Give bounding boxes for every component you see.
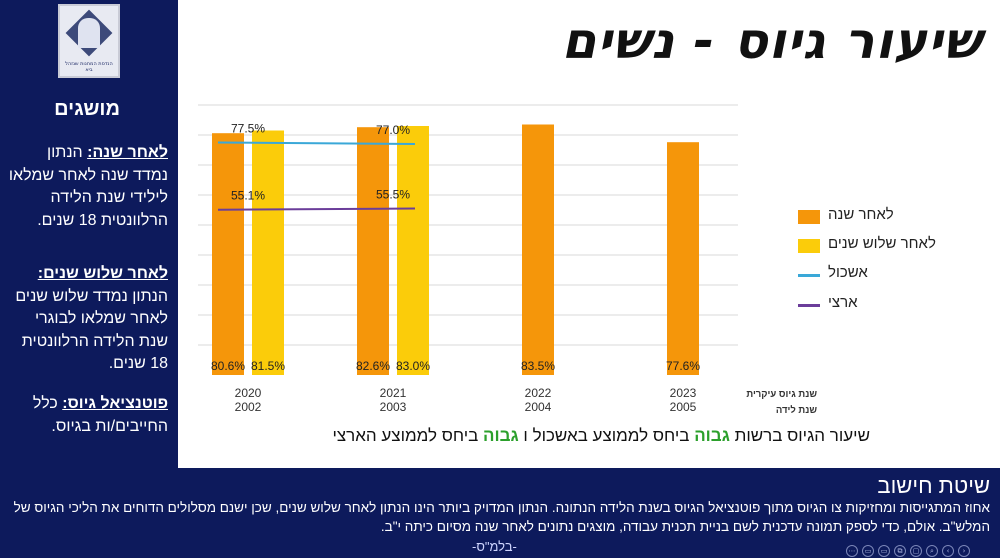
x-axis-caption: שנת גיוס עיקרית שנת לידה	[733, 387, 817, 419]
bar-after-one-year	[357, 127, 389, 375]
legend-swatch	[798, 239, 820, 253]
x-axis-caption-line1: שנת גיוס עיקרית	[746, 389, 817, 400]
footer-title: שיטת חישוב	[877, 473, 990, 498]
summary-text-2: ביחס לממוצע באשכול ו	[518, 426, 695, 445]
x-tick-year: 2023	[670, 386, 697, 400]
data-label-national: 55.1%	[231, 189, 265, 203]
data-label-national: 55.5%	[376, 188, 410, 202]
footer-text: אחוז המתגייסות ומחזיקות צו הגיוס מתוך פו…	[13, 500, 990, 534]
chart-data-labels: 80.6% 81.5% 82.6% 83.0% 83.5% 77.6% 77.5% 77.0%…	[211, 122, 700, 374]
chart-lines	[217, 141, 416, 211]
sidebar-title: מושגים	[54, 98, 120, 120]
summary-text-3: ביחס לממוצע הארצי	[332, 426, 484, 445]
data-label-after-one-year: 77.6%	[666, 359, 700, 373]
data-label-after-three-years: 83.0%	[396, 359, 430, 373]
legend-label: לאחר שנה	[828, 206, 894, 223]
data-label-cluster: 77.0%	[376, 123, 410, 137]
logo-figure-shape	[78, 18, 100, 48]
legend-swatch	[798, 210, 820, 224]
definition-after-one-year: לאחר שנה: הנתון נמדד שנה לאחר שמלאו לילי…	[8, 142, 168, 232]
x-tick-birth-year: 2004	[525, 400, 552, 414]
legend-item-cluster: אשכול	[798, 263, 988, 287]
data-label-cluster: 77.5%	[231, 122, 265, 136]
legend-line	[798, 274, 820, 277]
sidebar: הנדסת המחנות שנזהל ביא מושגים לאחר שנה: …	[0, 0, 178, 468]
data-label-after-one-year: 80.6%	[211, 359, 245, 373]
legend-line	[798, 304, 820, 307]
subtitles-icon[interactable]: ▭	[862, 545, 874, 557]
slideshow-toolbar: ⋯ ▭ ▭ ⧉ ▢ ⌕ ‹ ›	[846, 545, 970, 557]
definition-after-three-years: לאחר שלוש שנים: הנתון נמדד שלוש שנים לאח…	[8, 263, 168, 376]
summary-highlight-2: גבוה	[483, 426, 519, 445]
legend-label: אשכול	[828, 264, 868, 281]
enlistment-rate-chart: 80.6% 81.5% 82.6% 83.0% 83.5% 77.6% 77.5% 77.0%…	[198, 104, 738, 414]
legend-label: לאחר שלוש שנים	[828, 235, 936, 252]
grid-view-icon[interactable]: ⧉	[894, 545, 906, 557]
definition-text: הנתון נמדד שלוש שנים לאחר שמלאו לבוגרי ש…	[15, 287, 168, 373]
previous-slide-icon[interactable]: ‹	[942, 545, 954, 557]
legend-item-after-three-years: לאחר שלוש שנים	[798, 234, 988, 258]
municipality-logo: הנדסת המחנות שנזהל ביא	[58, 4, 120, 78]
x-tick-year: 2020	[235, 386, 262, 400]
chart-gridlines	[198, 104, 738, 346]
summary-highlight-1: גבוה	[694, 426, 730, 445]
logo-caption: הנדסת המחנות שנזהל ביא	[65, 61, 113, 73]
x-tick-year: 2021	[380, 386, 407, 400]
data-label-after-one-year: 83.5%	[521, 359, 555, 373]
data-label-after-three-years: 81.5%	[251, 359, 285, 373]
pen-icon[interactable]: ▢	[910, 545, 922, 557]
calculation-method-panel: שיטת חישוב אחוז המתגייסות ומחזיקות צו הג…	[0, 468, 1000, 558]
definition-term: פוטנציאל גיוס:	[62, 395, 168, 412]
chart-bars	[212, 124, 699, 375]
line-national	[217, 207, 416, 211]
definition-enlistment-potential: פוטנציאל גיוס: כלל החייבים/ות בגיוס.	[8, 393, 168, 438]
line-cluster	[217, 141, 416, 145]
definition-term: לאחר שלוש שנים:	[37, 265, 168, 282]
definition-term: לאחר שנה:	[87, 144, 168, 161]
definition-text: כלל החייבים/ות בגיוס.	[32, 395, 168, 435]
data-label-after-one-year: 82.6%	[356, 359, 390, 373]
bar-after-three-years	[252, 130, 284, 375]
zoom-icon[interactable]: ⌕	[926, 545, 938, 557]
legend-item-after-one-year: לאחר שנה	[798, 205, 988, 229]
chart-summary: שיעור הגיוס ברשות גבוה ביחס לממוצע באשכו…	[245, 426, 870, 446]
x-tick-birth-year: 2005	[670, 400, 697, 414]
x-tick-birth-year: 2003	[380, 400, 407, 414]
next-slide-icon[interactable]: ›	[958, 545, 970, 557]
slides-view-icon[interactable]: ▭	[878, 545, 890, 557]
bar-after-three-years	[397, 126, 429, 375]
bar-after-one-year	[212, 133, 244, 375]
bar-after-one-year	[522, 124, 554, 375]
x-tick-year: 2022	[525, 386, 552, 400]
bar-after-one-year	[667, 142, 699, 375]
summary-text-1: שיעור הגיוס ברשות	[729, 426, 870, 445]
page-title: שיעור גיוס - נשים	[561, 12, 982, 70]
classification-label: -בלמ"ס-	[472, 539, 517, 554]
definition-text: הנתון נמדד שנה לאחר שמלאו לילידי שנת הלי…	[8, 144, 168, 229]
more-options-icon[interactable]: ⋯	[846, 545, 858, 557]
legend-item-national: ארצי	[798, 293, 988, 317]
x-tick-birth-year: 2002	[235, 400, 262, 414]
x-axis-caption-line2: שנת לידה	[775, 405, 817, 416]
legend-label: ארצי	[828, 294, 858, 311]
